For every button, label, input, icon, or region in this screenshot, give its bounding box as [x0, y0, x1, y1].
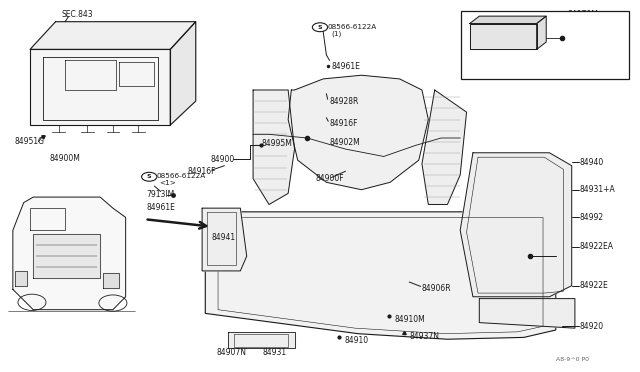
Polygon shape — [288, 75, 428, 190]
Text: 84916FA: 84916FA — [567, 34, 600, 43]
FancyBboxPatch shape — [461, 11, 629, 79]
Polygon shape — [470, 23, 537, 49]
Text: <1>: <1> — [159, 180, 176, 186]
Text: 84900M: 84900M — [49, 154, 80, 163]
Text: 84928R: 84928R — [330, 97, 359, 106]
Polygon shape — [422, 90, 467, 205]
Text: 84931+A: 84931+A — [580, 185, 616, 194]
Polygon shape — [205, 212, 556, 339]
Polygon shape — [15, 271, 27, 286]
Text: 84941: 84941 — [212, 233, 236, 242]
Polygon shape — [13, 197, 125, 310]
Text: 84995M: 84995M — [261, 140, 292, 148]
Polygon shape — [30, 22, 196, 49]
Text: (1): (1) — [332, 31, 342, 37]
Text: 84922EA: 84922EA — [580, 243, 614, 251]
Text: 84951G: 84951G — [14, 137, 44, 146]
Polygon shape — [33, 234, 100, 278]
Polygon shape — [253, 90, 294, 205]
Text: 84937N: 84937N — [409, 332, 439, 341]
Text: S: S — [147, 174, 152, 179]
Text: 84922E: 84922E — [580, 281, 609, 290]
Polygon shape — [460, 153, 572, 297]
Polygon shape — [170, 22, 196, 125]
Text: 84920: 84920 — [580, 322, 604, 331]
Text: 84906R: 84906R — [422, 284, 452, 293]
Polygon shape — [228, 332, 294, 349]
Text: 84916F: 84916F — [188, 167, 216, 176]
Text: 84940: 84940 — [580, 157, 604, 167]
Text: 08566-6122A: 08566-6122A — [157, 173, 206, 179]
Text: 84961E: 84961E — [332, 61, 360, 71]
Text: SEC.843: SEC.843 — [62, 10, 93, 19]
Polygon shape — [103, 273, 119, 288]
Text: A8-9^0 P0: A8-9^0 P0 — [556, 357, 589, 362]
Polygon shape — [470, 16, 546, 23]
Text: 84902M: 84902M — [330, 138, 360, 147]
Text: 84910M: 84910M — [394, 315, 426, 324]
Polygon shape — [479, 299, 575, 328]
Text: 84900F: 84900F — [316, 174, 344, 183]
Text: 84992: 84992 — [580, 213, 604, 222]
Text: 84907N: 84907N — [216, 348, 246, 357]
Text: 84970M: 84970M — [567, 10, 598, 19]
Text: 08566-6122A: 08566-6122A — [328, 24, 377, 30]
Text: 84931: 84931 — [262, 348, 287, 357]
Text: 7913IM: 7913IM — [147, 190, 175, 199]
Text: 84916F: 84916F — [330, 119, 358, 128]
Text: F/CD AUTO CHANGER: F/CD AUTO CHANGER — [465, 69, 540, 75]
Polygon shape — [202, 208, 246, 271]
Text: 84900: 84900 — [211, 154, 235, 164]
Text: S: S — [317, 25, 323, 30]
Text: 84910: 84910 — [344, 336, 369, 345]
Polygon shape — [537, 16, 546, 49]
Text: 84961E: 84961E — [147, 202, 175, 212]
Polygon shape — [30, 49, 170, 125]
